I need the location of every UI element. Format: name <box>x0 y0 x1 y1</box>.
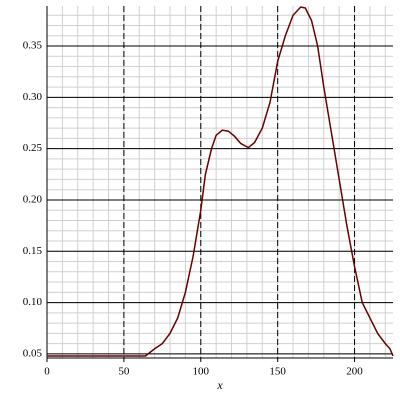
y-tick-label: 0.20 <box>23 193 43 205</box>
y-tick-label: 0.35 <box>23 40 43 52</box>
y-tick-label: 0.30 <box>23 91 43 103</box>
x-tick-label: 50 <box>118 366 130 378</box>
data-line <box>47 6 394 357</box>
x-axis-title: x <box>216 378 223 392</box>
y-tick-label: 0.25 <box>23 142 43 154</box>
y-tick-label: 0.05 <box>23 347 43 359</box>
x-tick-label: 200 <box>346 366 363 378</box>
x-tick-label: 100 <box>193 366 210 378</box>
x-tick-label: 0 <box>44 366 50 378</box>
y-tick-label: 0.15 <box>23 245 43 257</box>
y-tick-label: 0.10 <box>23 296 43 308</box>
x-tick-label: 150 <box>269 366 286 378</box>
